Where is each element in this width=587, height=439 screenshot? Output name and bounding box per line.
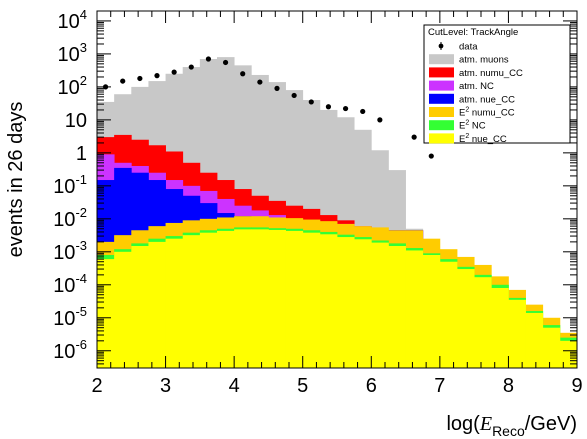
y-tick-label: 10-2 — [53, 205, 87, 231]
data-point — [377, 117, 383, 123]
y-tick-label: 10-3 — [53, 238, 87, 264]
data-point — [308, 99, 314, 105]
y-tick-label: 10-4 — [53, 271, 87, 297]
x-tick-label: 6 — [366, 375, 377, 397]
bar-e2nue-bin-18 — [405, 250, 424, 368]
bar-e2nue-bin-0 — [97, 259, 115, 368]
x-tick-labels: 2 3 4 5 6 7 8 9 — [91, 375, 582, 397]
legend-title: CutLevel: TrackAngle — [428, 27, 518, 38]
legend-swatch-nc — [429, 80, 454, 91]
y-tick-label: 10-6 — [53, 337, 87, 363]
bar-e2nue-bin-9 — [251, 229, 269, 368]
bar-e2nue-bin-10 — [268, 229, 286, 368]
y-tick-label: 10-5 — [53, 304, 87, 330]
legend-swatch-muons — [429, 54, 454, 65]
x-tick-label: 8 — [503, 375, 514, 397]
legend-label-e2nue: E2 nue_CC — [459, 133, 507, 145]
data-point — [342, 105, 349, 112]
bar-e2nue-bin-21 — [457, 269, 475, 368]
data-point — [274, 85, 280, 91]
data-point — [137, 75, 143, 82]
legend-label-nc: atm. NC — [459, 81, 494, 92]
bar-e2nue-bin-12 — [302, 232, 321, 368]
legend-swatch-e2nc — [429, 120, 454, 131]
legend-swatch-numu — [429, 67, 454, 78]
x-tick-label: 3 — [160, 375, 171, 397]
data-point — [171, 69, 177, 75]
legend-label-e2nc: E2 NC — [459, 120, 486, 132]
legend-label-numu: atm. numu_CC — [459, 68, 523, 79]
y-tick-label: 10-1 — [53, 172, 87, 198]
data-points — [102, 56, 434, 159]
y-tick-label: 104 — [58, 7, 87, 33]
data-point — [291, 92, 297, 99]
legend: CutLevel: TrackAngle data atm. muons atm. n… — [423, 24, 571, 145]
x-axis-label: log(EReco/GeV) — [446, 413, 577, 439]
x-tick-label: 2 — [91, 375, 102, 397]
data-point — [102, 84, 109, 90]
bar-e2nue-bin-5 — [182, 235, 201, 368]
y-tick-label: 10 — [65, 110, 87, 132]
data-point — [188, 64, 194, 70]
bar-e2nue-bin-3 — [148, 241, 166, 368]
bar-e2nue-bin-11 — [285, 230, 304, 368]
x-tick-label: 5 — [297, 375, 308, 397]
y-tick-labels: 10-6 10-5 10-4 10-3 10-2 10-1 1 10 102 103 104 — [53, 7, 87, 363]
y-axis-label: events in 26 days — [5, 102, 27, 258]
bar-e2nue-bin-6 — [199, 232, 218, 368]
legend-label-muons: atm. muons — [459, 55, 509, 66]
bar-e2nue-bin-19 — [422, 255, 441, 368]
y-tick-label: 103 — [58, 40, 87, 66]
bar-e2nue-bin-4 — [165, 238, 184, 368]
data-point — [411, 134, 417, 140]
bar-e2nue-bin-22 — [474, 277, 492, 368]
bar-e2nue-bin-20 — [439, 261, 458, 368]
bar-e2nue-bin-23 — [491, 287, 509, 368]
legend-swatch-e2numu — [429, 107, 454, 117]
bar-e2nue-bin-16 — [371, 242, 389, 368]
data-point — [428, 153, 434, 159]
bar-e2nue-bin-26 — [542, 327, 561, 368]
data-point — [222, 59, 229, 66]
bar-e2nue-bin-17 — [388, 246, 406, 368]
bar-e2nue-bin-1 — [114, 251, 132, 368]
data-point — [120, 78, 126, 84]
x-tick-label: 7 — [434, 375, 445, 397]
bar-e2nue-bin-13 — [319, 234, 338, 368]
data-point — [325, 104, 332, 110]
bar-e2nue-bin-15 — [354, 239, 372, 368]
x-tick-label: 4 — [229, 375, 240, 397]
data-point — [360, 108, 366, 115]
bar-e2nue-bin-27 — [559, 340, 578, 368]
bar-e2nue-bin-25 — [525, 312, 544, 368]
data-point — [257, 79, 263, 85]
y-tick-label: 1 — [76, 143, 87, 165]
bar-e2nue-bin-8 — [234, 229, 252, 368]
bar-e2nue-bin-24 — [508, 299, 526, 368]
stacked-bars — [97, 57, 578, 369]
bar-e2nue-bin-14 — [337, 237, 355, 368]
legend-label-data: data — [459, 42, 478, 53]
x-tick-label: 9 — [571, 375, 582, 397]
data-point — [240, 71, 246, 77]
axis-ticks — [96, 10, 578, 369]
bar-e2nue-bin-2 — [131, 246, 149, 368]
legend-swatch-nue — [429, 93, 454, 104]
bar-e2nue-bin-7 — [217, 230, 235, 368]
legend-label-e2numu: E2 numu_CC — [459, 107, 515, 119]
data-point — [154, 73, 160, 79]
legend-swatch-e2nue — [429, 133, 454, 144]
legend-label-nue: atm. nue_CC — [459, 94, 515, 105]
data-point — [205, 56, 212, 62]
y-tick-label: 102 — [58, 73, 87, 99]
